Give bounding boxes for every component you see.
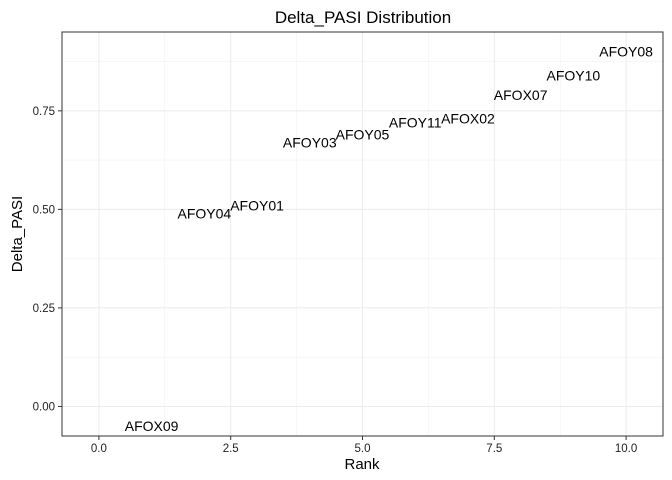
chart-title: Delta_PASI Distribution [275, 8, 451, 27]
point-label: AFOX02 [441, 111, 495, 127]
x-tick-label: 0.0 [91, 443, 107, 455]
point-label: AFOY03 [283, 134, 337, 150]
y-axis-title: Delta_PASI [9, 196, 26, 272]
x-tick-label: 2.5 [223, 443, 239, 455]
y-tick-label: 0.00 [33, 401, 55, 413]
x-tick-label: 7.5 [486, 443, 502, 455]
y-axis: 0.00 0.25 0.50 0.75 [33, 106, 62, 413]
point-label: AFOY10 [547, 67, 601, 83]
point-label: AFOX07 [494, 87, 548, 103]
x-axis-title: Rank [344, 456, 380, 473]
x-tick-label: 10.0 [615, 443, 637, 455]
point-label: AFOY01 [230, 197, 284, 213]
point-label: AFOY04 [177, 205, 231, 221]
point-label: AFOY05 [336, 126, 390, 142]
point-label: AFOY08 [599, 44, 653, 60]
x-tick-label: 5.0 [355, 443, 371, 455]
grid-major [62, 32, 663, 436]
y-tick-label: 0.75 [33, 106, 55, 118]
point-label: AFOY11 [389, 115, 442, 131]
y-tick-label: 0.50 [33, 204, 55, 216]
y-tick-label: 0.25 [33, 303, 55, 315]
x-axis: 0.0 2.5 5.0 7.5 10.0 [91, 436, 637, 455]
point-label: AFOX09 [125, 418, 179, 434]
